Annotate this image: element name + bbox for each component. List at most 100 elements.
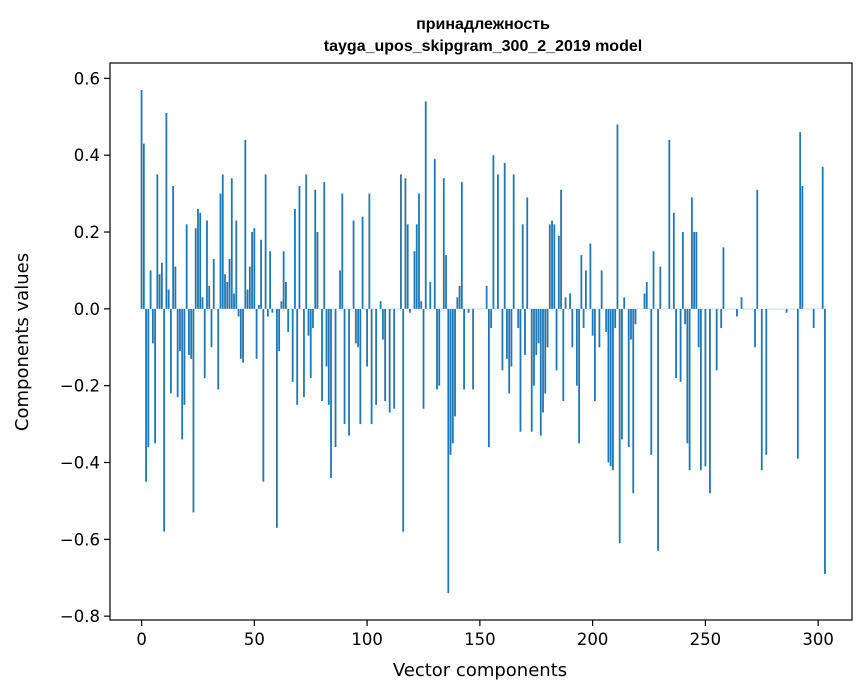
bar <box>503 162 506 309</box>
bar <box>194 228 197 309</box>
bar <box>393 308 396 409</box>
bar <box>645 281 648 309</box>
bar <box>296 308 299 405</box>
bar <box>287 308 290 332</box>
bar <box>524 308 526 355</box>
bar <box>370 308 373 425</box>
bar <box>172 185 175 309</box>
bar <box>492 155 495 309</box>
bar <box>535 308 538 355</box>
bar <box>454 308 456 417</box>
bar <box>230 178 233 309</box>
bar <box>257 305 260 309</box>
bar <box>699 308 702 471</box>
bar <box>672 212 675 309</box>
y-axis-ticks: −0.8 −0.6 −0.4 −0.2 0.0 0.2 0.4 0.6 <box>60 69 110 626</box>
bar <box>354 308 357 344</box>
bar <box>560 189 562 309</box>
bar <box>510 308 513 367</box>
bar <box>526 197 529 309</box>
bar <box>246 289 249 309</box>
bar <box>589 243 592 309</box>
bar <box>693 232 696 309</box>
bar <box>632 308 635 494</box>
bar <box>684 308 686 325</box>
bar <box>406 224 409 309</box>
bar <box>343 308 346 425</box>
bar <box>754 308 756 348</box>
bar <box>445 255 447 309</box>
bar <box>303 308 305 398</box>
bar <box>821 166 824 309</box>
bar <box>174 266 177 309</box>
bar <box>154 308 156 444</box>
bar <box>334 308 337 448</box>
bar <box>449 308 452 455</box>
y-tick-label: 0.6 <box>74 69 100 88</box>
bar <box>151 308 154 344</box>
bar <box>420 301 423 309</box>
bar <box>508 308 511 394</box>
bar <box>203 308 206 378</box>
bar <box>485 285 488 309</box>
bar <box>616 124 619 309</box>
bar <box>415 224 418 309</box>
bar <box>314 189 317 309</box>
bar <box>325 308 328 367</box>
x-tick-label: 250 <box>690 630 722 649</box>
bar <box>400 174 402 309</box>
bar <box>548 224 551 309</box>
bar <box>467 308 470 313</box>
bar <box>165 112 168 309</box>
bar <box>278 308 281 352</box>
bar <box>206 220 208 309</box>
bar <box>221 174 224 309</box>
bar <box>675 308 677 378</box>
bar <box>614 308 617 329</box>
bar <box>433 159 436 309</box>
bar <box>697 308 700 348</box>
y-tick-label: −0.4 <box>60 454 100 473</box>
bar <box>339 270 341 309</box>
bar <box>578 308 580 444</box>
bar <box>623 297 626 309</box>
bar <box>463 308 465 390</box>
bar <box>681 232 684 309</box>
x-tick-label: 150 <box>464 630 496 649</box>
bar <box>251 232 253 309</box>
bar <box>438 308 441 386</box>
bar <box>519 308 522 432</box>
bar <box>544 308 547 394</box>
bar <box>142 143 145 309</box>
bar <box>158 274 161 309</box>
bar <box>812 308 815 329</box>
bar <box>183 308 186 405</box>
bar <box>255 308 258 359</box>
chart-title: принадлежность <box>416 16 550 33</box>
bar <box>280 301 283 309</box>
bar <box>361 216 364 309</box>
bar <box>248 266 251 309</box>
bar <box>652 251 655 309</box>
bar <box>598 308 601 348</box>
bar <box>533 308 535 386</box>
bar <box>704 308 707 467</box>
bar <box>612 308 614 471</box>
bar <box>291 308 294 382</box>
bar <box>571 308 574 348</box>
bar <box>169 308 172 394</box>
bar <box>512 174 515 309</box>
bar <box>269 251 272 309</box>
bar <box>429 281 432 309</box>
bar <box>564 297 567 309</box>
bar <box>517 308 520 329</box>
bar <box>451 308 454 444</box>
x-tick-label: 50 <box>244 630 265 649</box>
bar <box>521 224 524 309</box>
x-tick-label: 200 <box>577 630 609 649</box>
bar <box>233 293 235 309</box>
bar <box>546 308 549 348</box>
bar <box>740 297 743 309</box>
bar <box>442 178 445 309</box>
bar <box>607 308 610 463</box>
